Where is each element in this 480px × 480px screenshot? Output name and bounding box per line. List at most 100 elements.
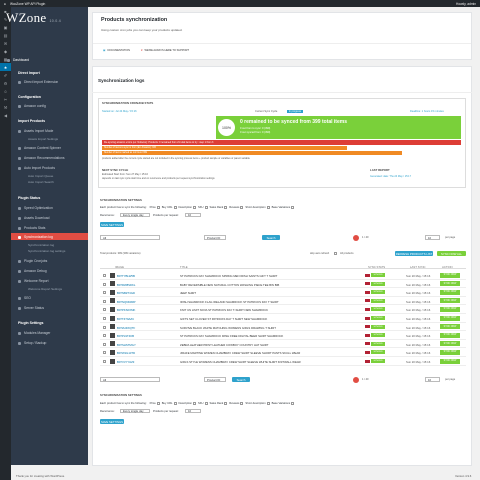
product-id-link[interactable]: B07TYBLW5B: [117, 274, 135, 278]
refresh-list-button[interactable]: REFRESH PRODUCTS LIST: [395, 251, 433, 256]
product-id-input-bottom[interactable]: Product ID: [204, 377, 226, 382]
recurrence-select-bottom[interactable]: Every single day: [120, 409, 150, 413]
per-request-select[interactable]: 10: [185, 213, 201, 217]
comments-icon[interactable]: ✉: [3, 40, 8, 46]
sidebar-item-welcome-report[interactable]: Welcome Report: [18, 279, 49, 283]
wp-logo-icon[interactable]: ●: [4, 1, 6, 6]
sync-now-all-button[interactable]: SYNC NOW ALL: [437, 251, 466, 256]
sync-now-button[interactable]: SYNC NOW: [440, 298, 460, 304]
sales-rank-checkbox[interactable]: [224, 206, 228, 209]
price-checkbox[interactable]: [156, 402, 160, 405]
sync-now-button[interactable]: SYNC NOW: [440, 341, 460, 347]
site-name[interactable]: WooZone WP API Plugin: [9, 1, 46, 6]
save-settings-button[interactable]: SAVE SETTINGS: [100, 222, 124, 227]
reviews-checkbox[interactable]: [240, 206, 244, 209]
sync-now-button[interactable]: SYNC NOW: [440, 324, 460, 330]
row-checkbox[interactable]: [103, 360, 106, 363]
short-description-checkbox[interactable]: [266, 402, 270, 405]
product-id-link[interactable]: B07NQ9KRRP: [117, 299, 136, 304]
row-checkbox[interactable]: [103, 308, 106, 312]
media-icon[interactable]: ▣: [3, 24, 8, 30]
prev-page-icon[interactable]: [353, 235, 359, 241]
description-checkbox[interactable]: [192, 206, 196, 209]
sidebar-item-auto-import[interactable]: Auto Import Products: [18, 166, 55, 170]
tools-icon[interactable]: ✂: [3, 96, 8, 102]
sync-now-button[interactable]: SYNC NOW: [440, 289, 460, 295]
category-filter-select-bottom[interactable]: All: [100, 377, 160, 382]
sync-now-button[interactable]: SYNC NOW: [440, 272, 460, 278]
per-request-select-bottom[interactable]: 10: [185, 409, 201, 413]
base-variations-checkbox[interactable]: [291, 402, 295, 405]
sidebar-item-modules[interactable]: Modules Manager: [18, 331, 50, 335]
sidebar-item-import-mode[interactable]: Assets Import Mode: [18, 129, 53, 133]
sidebar-subitem[interactable]: Welcome Report Settings: [28, 287, 62, 291]
sidebar-item-products-stats[interactable]: Products Stats: [18, 226, 45, 230]
short-description-checkbox[interactable]: [266, 206, 270, 209]
plugins-icon[interactable]: ⚙: [3, 80, 8, 86]
sync-now-button[interactable]: SYNC NOW: [440, 349, 460, 355]
sync-now-button[interactable]: SYNC NOW: [440, 281, 460, 287]
row-checkbox[interactable]: [103, 325, 106, 329]
reviews-checkbox[interactable]: [240, 402, 244, 405]
row-checkbox[interactable]: [103, 317, 106, 320]
row-checkbox[interactable]: [103, 282, 106, 286]
product-id-link[interactable]: B07VVYYAZ3: [117, 360, 135, 364]
sidebar-item-server-status[interactable]: Server Status: [18, 306, 44, 310]
prev-page-icon[interactable]: [353, 377, 359, 383]
sidebar-item-dashboard[interactable]: Dashboard: [7, 58, 29, 62]
base-variations-checkbox[interactable]: [291, 206, 295, 209]
recurrence-select[interactable]: Every single day: [120, 213, 150, 217]
product-id-link[interactable]: B07NBZT4GD: [117, 291, 136, 296]
product-id-link[interactable]: B07PKSFXMK: [117, 308, 136, 313]
sidebar-subitem[interactable]: Auto Import Search: [28, 180, 54, 184]
row-checkbox[interactable]: [103, 342, 106, 346]
sidebar-item-assets-download[interactable]: Assets Download: [18, 216, 49, 220]
price-checkbox[interactable]: [156, 206, 160, 209]
row-checkbox[interactable]: [103, 351, 106, 355]
description-checkbox[interactable]: [192, 402, 196, 405]
sync-now-button[interactable]: SYNC NOW: [440, 358, 460, 364]
sidebar-item-seo[interactable]: SEO: [18, 296, 31, 300]
products-icon[interactable]: ▦: [3, 56, 8, 62]
search-button[interactable]: Search: [262, 235, 280, 240]
category-filter-select[interactable]: All: [100, 235, 160, 240]
row-checkbox[interactable]: [103, 291, 106, 295]
buy-url-checkbox[interactable]: [173, 206, 177, 209]
pages-icon[interactable]: ▤: [3, 32, 8, 38]
product-id-input[interactable]: Product ID: [204, 235, 226, 240]
buy-url-checkbox[interactable]: [173, 402, 177, 405]
product-id-link[interactable]: B07SHSTMGY: [117, 342, 136, 347]
sidebar-item-amazon-debug[interactable]: Amazon Debug: [18, 269, 47, 273]
product-id-link[interactable]: B07ZHDXQTF: [117, 325, 136, 330]
settings-icon[interactable]: ⚒: [3, 104, 8, 110]
search-button-bottom[interactable]: Search: [232, 377, 250, 382]
product-id-link[interactable]: B07PL9T4KB: [117, 334, 134, 339]
sidebar-item-sync-log[interactable]: Synchronization log: [18, 235, 53, 239]
posts-icon[interactable]: ✎: [3, 16, 8, 22]
per-page-select-bottom[interactable]: 10: [425, 377, 440, 382]
skip-refresh-checkbox[interactable]: [334, 252, 337, 255]
collapse-icon[interactable]: ◀: [3, 112, 8, 118]
product-id-link[interactable]: B07W1G13TD: [117, 351, 136, 356]
sidebar-subitem[interactable]: Auto Import Queue: [28, 174, 54, 178]
per-page-select[interactable]: 10: [425, 235, 440, 240]
sync-now-button[interactable]: SYNC NOW: [440, 332, 460, 338]
product-id-link[interactable]: B07TZ79AZC: [117, 317, 135, 321]
save-settings-button-bottom[interactable]: SAVE SETTINGS: [100, 419, 124, 424]
sidebar-item-content-spinner[interactable]: Amazon Content Spinner: [18, 146, 61, 150]
sku-checkbox[interactable]: [204, 206, 208, 209]
row-checkbox[interactable]: [103, 274, 106, 277]
sidebar-item-recommendations[interactable]: Amazon Recommendations: [18, 156, 65, 160]
row-checkbox[interactable]: [103, 299, 106, 303]
sidebar-item-cronjobs[interactable]: Plugin Cronjobs: [18, 259, 47, 263]
sidebar-subitem[interactable]: Synchronization log: [28, 243, 55, 247]
dashboard-icon[interactable]: ■: [4, 8, 7, 14]
sidebar-item-amazon-config[interactable]: Amazon config: [18, 104, 46, 108]
account-menu[interactable]: Howdy, admin: [456, 1, 476, 6]
documentation-tab[interactable]: ▣ DOCUMENTATION: [103, 49, 130, 52]
sku-checkbox[interactable]: [204, 402, 208, 405]
sync-now-button[interactable]: SYNC NOW: [440, 315, 460, 321]
sync-now-button[interactable]: SYNC NOW: [440, 306, 460, 312]
sidebar-item-setup-backup[interactable]: Setup / Backup: [18, 341, 46, 345]
sidebar-subitem[interactable]: Assets Import Settings: [28, 137, 59, 141]
